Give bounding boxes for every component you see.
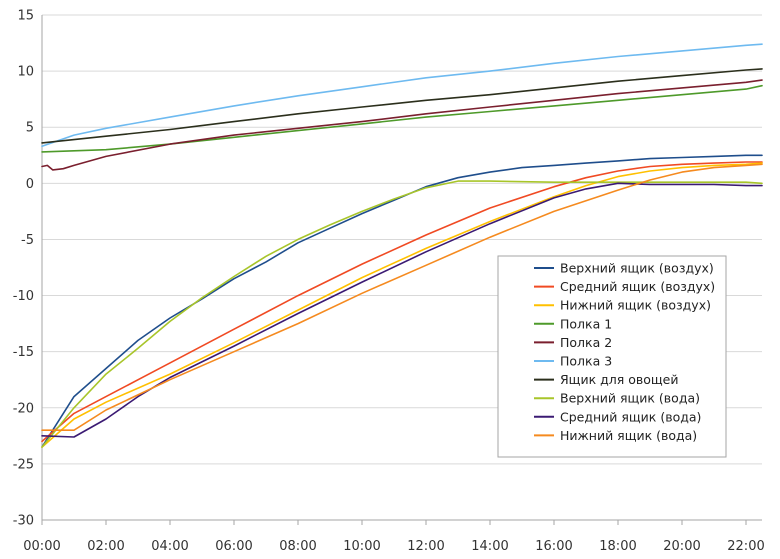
y-tick-label: -10 bbox=[13, 289, 34, 304]
legend-label: Нижний ящик (воздух) bbox=[560, 298, 711, 313]
series-line-8 bbox=[41, 180, 763, 448]
legend-label: Полка 3 bbox=[560, 354, 612, 369]
legend-label: Нижний ящик (вода) bbox=[560, 428, 697, 443]
x-tick-label: 12:00 bbox=[407, 539, 444, 554]
legend-label: Ящик для овощей bbox=[560, 372, 678, 387]
series-line-2 bbox=[41, 161, 763, 443]
x-tick-label: 16:00 bbox=[535, 539, 572, 554]
x-tick-label: 06:00 bbox=[215, 539, 252, 554]
legend-label: Средний ящик (вода) bbox=[560, 409, 701, 424]
legend-label: Верхний ящик (воздух) bbox=[560, 261, 714, 276]
series-line-7 bbox=[41, 68, 763, 144]
x-tick-label: 00:00 bbox=[23, 539, 60, 554]
x-tick-label: 22:00 bbox=[727, 539, 764, 554]
legend: Верхний ящик (воздух) Средний ящик (возду… bbox=[497, 255, 727, 458]
x-tick-label: 08:00 bbox=[279, 539, 316, 554]
y-tick-label: 15 bbox=[17, 9, 34, 24]
legend-label: Средний ящик (воздух) bbox=[560, 279, 715, 294]
series-line-5 bbox=[41, 79, 763, 171]
y-tick-label: -25 bbox=[13, 457, 34, 472]
legend-box bbox=[497, 255, 727, 458]
y-tick-label: -5 bbox=[21, 233, 34, 248]
y-tick-labels: 15 10 5 0 -5 -10 -15 -20 -25 -30 bbox=[13, 9, 34, 529]
y-tick-label: -20 bbox=[13, 401, 34, 416]
y-tick-label: 5 bbox=[26, 121, 34, 136]
series-line-6 bbox=[41, 43, 763, 148]
x-tick-label: 04:00 bbox=[151, 539, 188, 554]
x-tick-label: 20:00 bbox=[663, 539, 700, 554]
x-tick-label: 14:00 bbox=[471, 539, 508, 554]
x-tick-labels: 00:00 02:00 04:00 06:00 08:00 10:00 12:00 14:00… bbox=[23, 539, 764, 554]
series-line-10 bbox=[41, 163, 763, 432]
y-tick-label: 10 bbox=[17, 65, 34, 80]
y-tick-label: -15 bbox=[13, 345, 34, 360]
y-tick-label: 0 bbox=[26, 177, 34, 192]
x-tick-label: 10:00 bbox=[343, 539, 380, 554]
x-tick-label: 02:00 bbox=[87, 539, 124, 554]
legend-label: Полка 1 bbox=[560, 316, 612, 331]
series-line-9 bbox=[41, 182, 763, 438]
x-tick-label: 18:00 bbox=[599, 539, 636, 554]
legend-label: Полка 2 bbox=[560, 335, 612, 350]
legend-label: Верхний ящик (вода) bbox=[560, 391, 700, 406]
y-tick-label: -30 bbox=[13, 514, 34, 529]
series-line-3 bbox=[41, 162, 763, 448]
series-line-4 bbox=[41, 84, 763, 153]
series-lines bbox=[41, 43, 763, 448]
